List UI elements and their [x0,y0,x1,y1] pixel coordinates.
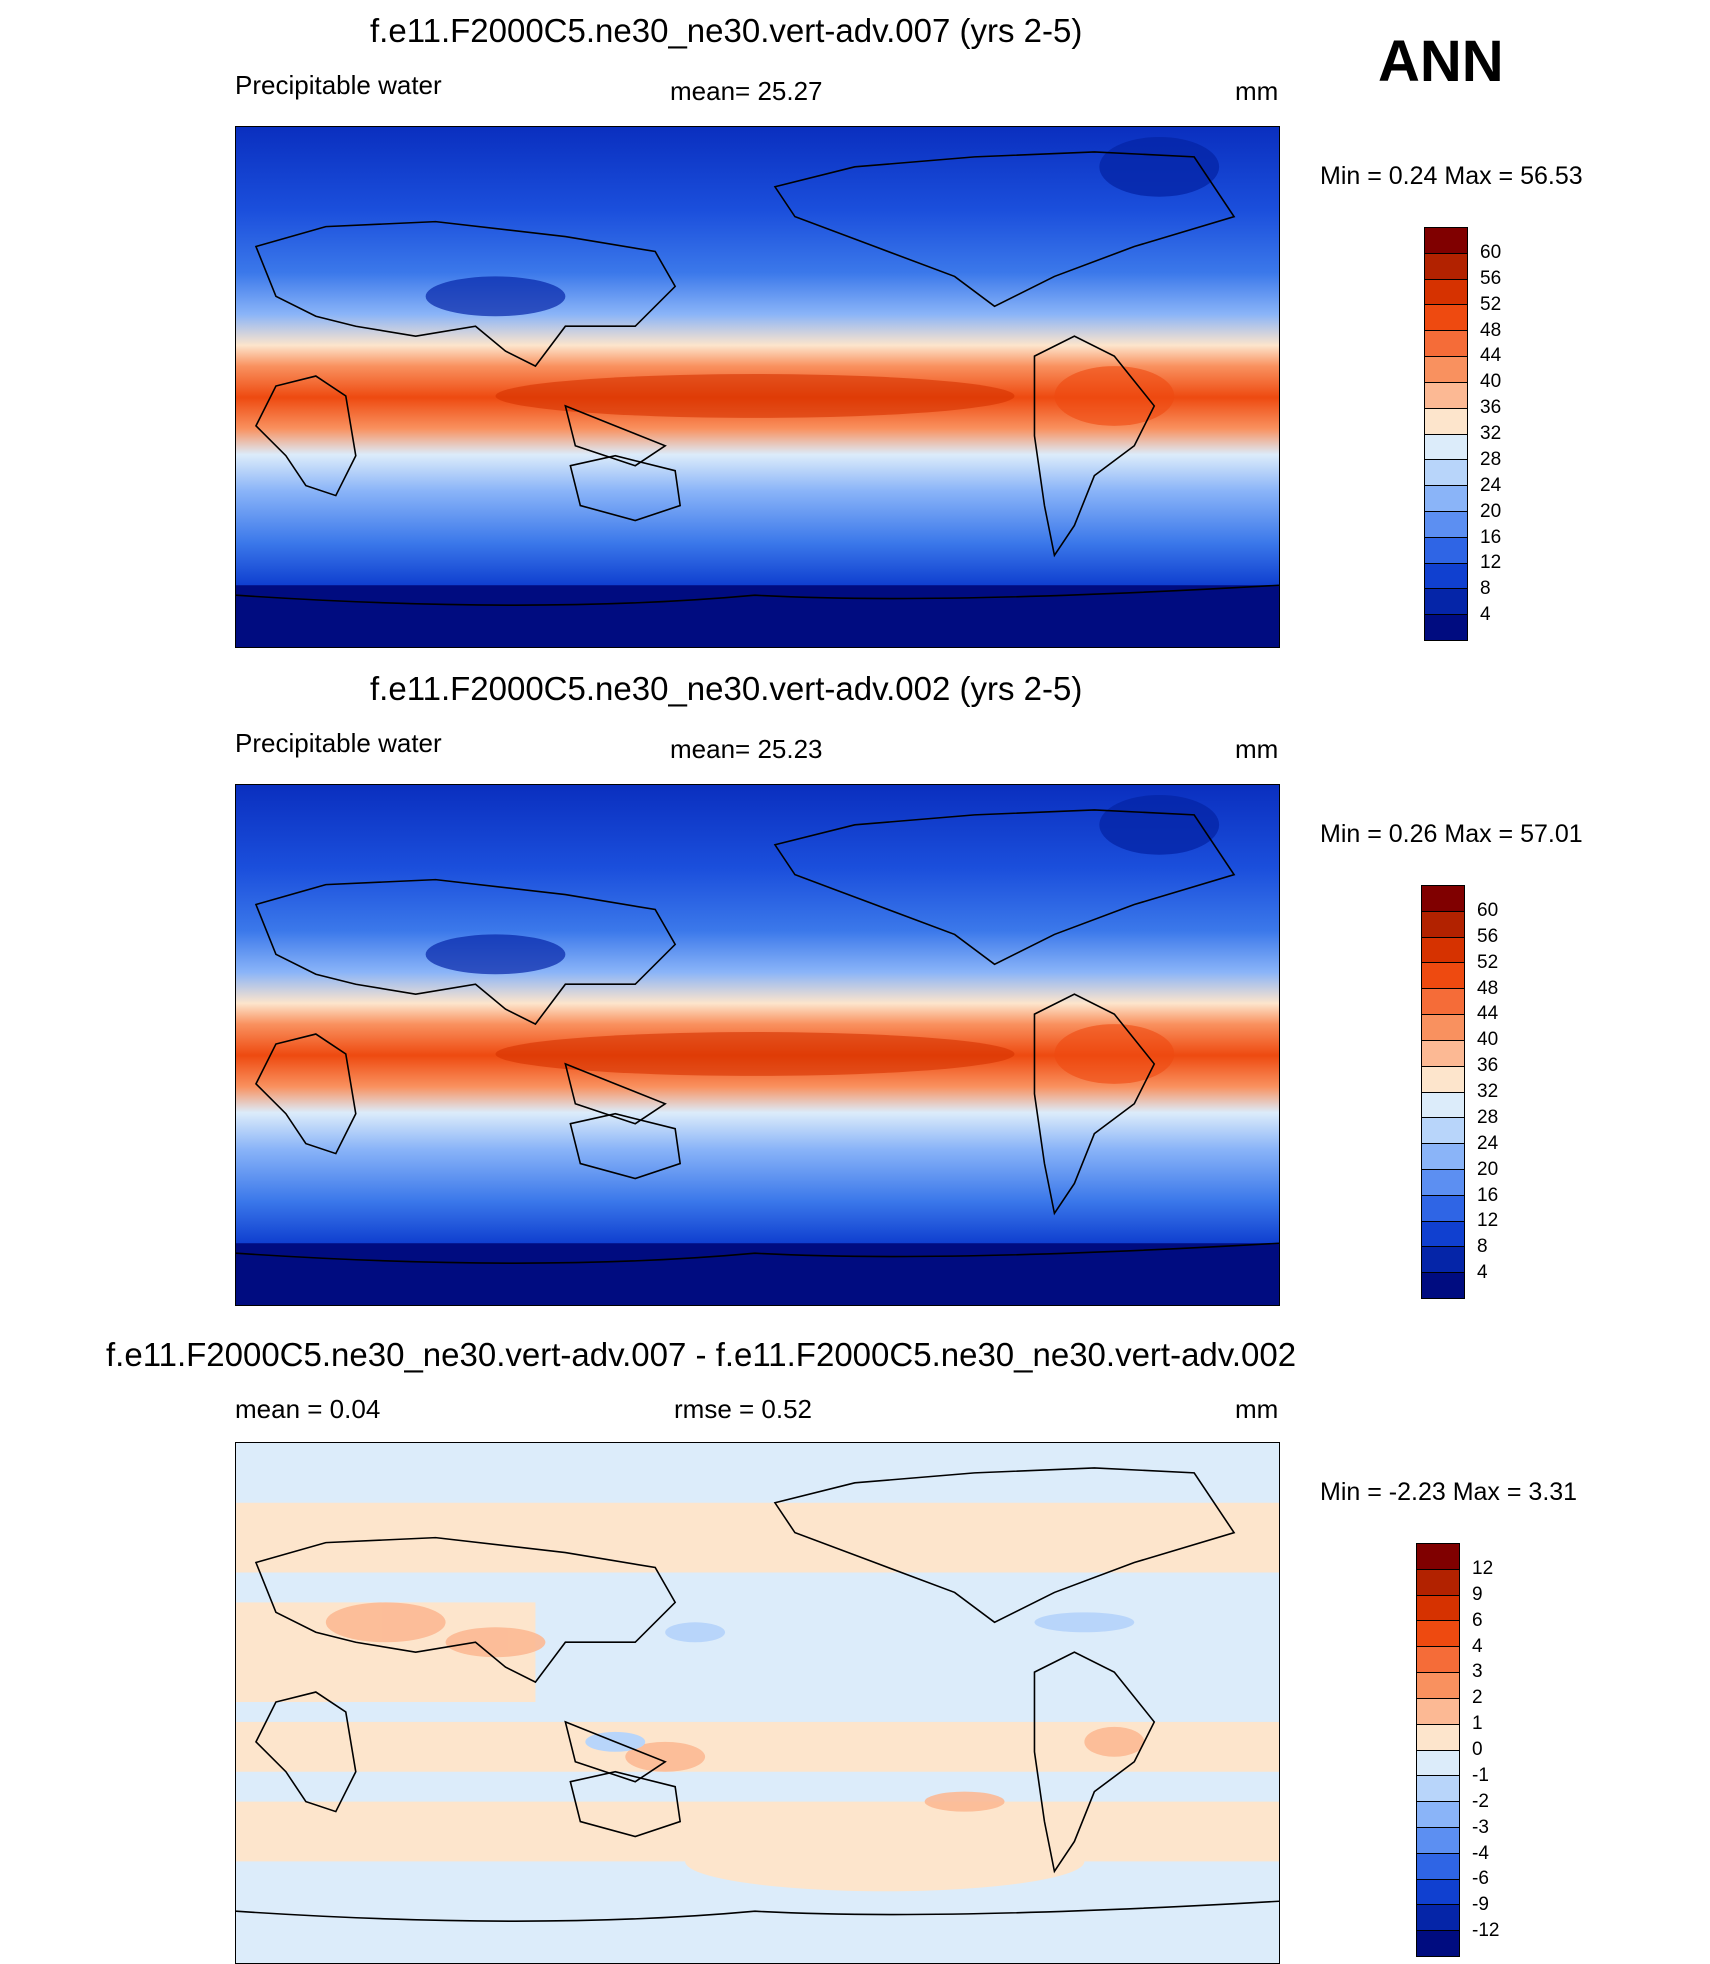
colorbar-tick-label: -6 [1472,1868,1489,1890]
colorbar-tick-label: 8 [1480,578,1491,600]
colorbar-tick-label: 28 [1477,1106,1499,1128]
colorbar-tick-label: 60 [1477,899,1499,921]
colorbar-tick-label: 48 [1480,319,1502,341]
panel1-title: f.e11.F2000C5.ne30_ne30.vert-adv.007 (yr… [370,12,1083,49]
season-label: ANN [1378,29,1504,94]
colorbar-tick-label: -3 [1472,1816,1489,1838]
colorbar-tick-label: 24 [1477,1132,1499,1154]
colorbar-tick-label: 1 [1472,1713,1483,1735]
colorbar-tick-label: 4 [1477,1262,1488,1284]
panel2-title: f.e11.F2000C5.ne30_ne30.vert-adv.002 (yr… [370,670,1083,707]
colorbar-tick-label: 32 [1477,1081,1499,1102]
panel1-units-label: mm [1235,76,1279,106]
colorbar-tick-label: 24 [1480,474,1502,496]
colorbar-tick-label: 3 [1472,1661,1483,1683]
colorbar-tick-label: 20 [1477,1158,1499,1180]
colorbar-tick-label: 16 [1477,1184,1499,1206]
colorbar-tick-label: 36 [1477,1055,1499,1077]
panel2-units-label: mm [1235,734,1279,764]
panel2-mean-label: mean= 25.23 [670,734,823,764]
panel2-map [235,784,1280,1306]
panel3-map [235,1442,1280,1964]
colorbar-tick-label: 6 [1472,1609,1483,1631]
colorbar-tick-label: 12 [1477,1210,1499,1232]
colorbar-tick-label: -1 [1472,1764,1489,1786]
panel2-colorbar [1421,885,1465,1299]
colorbar-tick-label: 0 [1472,1739,1483,1760]
colorbar-tick-label: 4 [1480,604,1491,626]
colorbar-tick-label: 32 [1480,423,1502,444]
panel3-minmax: Min = -2.23 Max = 3.31 [1320,1478,1578,1506]
panel3-rmse-label: rmse = 0.52 [674,1394,813,1424]
colorbar-tick-label: -9 [1472,1894,1489,1916]
colorbar-tick-label: 44 [1477,1003,1499,1025]
colorbar-tick-label: 4 [1472,1635,1483,1657]
panel3-units-label: mm [1235,1394,1279,1424]
panel1-map [235,126,1280,648]
colorbar-tick-label: 9 [1472,1583,1483,1605]
colorbar-tick-label: 36 [1480,397,1502,419]
colorbar-tick-label: -4 [1472,1842,1489,1864]
colorbar-tick-label: -2 [1472,1790,1489,1812]
panel1-minmax: Min = 0.24 Max = 56.53 [1320,162,1583,190]
colorbar-tick-label: 16 [1480,526,1502,548]
colorbar-tick-label: -12 [1472,1920,1500,1942]
colorbar-tick-label: 20 [1480,500,1502,522]
colorbar-tick-label: 44 [1480,345,1502,367]
colorbar-tick-label: 48 [1477,977,1499,999]
colorbar-tick-label: 12 [1472,1557,1494,1579]
colorbar-tick-label: 8 [1477,1236,1488,1258]
colorbar-tick-label: 28 [1480,448,1502,470]
panel2-variable-label: Precipitable water [235,728,442,758]
colorbar-tick-label: 56 [1477,925,1499,947]
colorbar-tick-label: 56 [1480,267,1502,289]
panel1-colorbar [1424,227,1468,641]
colorbar-tick-label: 12 [1480,552,1502,574]
colorbar-tick-label: 40 [1477,1029,1499,1051]
panel2-minmax: Min = 0.26 Max = 57.01 [1320,820,1583,848]
panel1-variable-label: Precipitable water [235,70,442,100]
colorbar-tick-label: 52 [1480,293,1502,315]
colorbar-tick-label: 40 [1480,371,1502,393]
panel1-mean-label: mean= 25.27 [670,76,823,106]
panel3-colorbar [1416,1543,1460,1957]
panel3-mean-label: mean = 0.04 [235,1394,381,1424]
colorbar-tick-label: 60 [1480,241,1502,263]
colorbar-tick-label: 52 [1477,951,1499,973]
colorbar-tick-label: 2 [1472,1687,1483,1709]
panel3-title: f.e11.F2000C5.ne30_ne30.vert-adv.007 - f… [106,1336,1297,1373]
